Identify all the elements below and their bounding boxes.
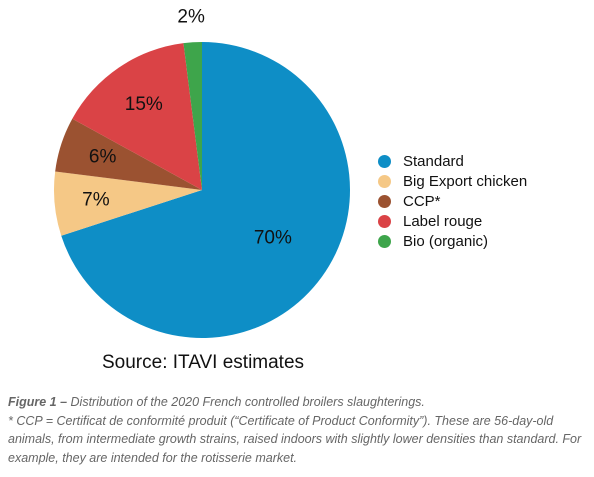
data-label-standard: 70% xyxy=(254,227,292,248)
legend-item: Standard xyxy=(378,151,527,171)
legend-swatch xyxy=(378,214,391,228)
legend-swatch xyxy=(378,234,391,248)
pie-slice-ccp xyxy=(55,118,202,190)
legend-item: Big Export chicken xyxy=(378,171,527,191)
source-note: Source: ITAVI estimates xyxy=(102,352,305,373)
pie-slice-label-rouge xyxy=(72,43,202,190)
legend-swatch xyxy=(378,194,391,208)
data-label-ccp: 6% xyxy=(89,147,117,168)
pie-chart: 70% 7% 6% 15% 2% xyxy=(53,7,350,339)
pie-slices xyxy=(53,42,350,339)
data-label-big-export-chicken: 7% xyxy=(82,190,110,211)
pie-slice-bio-organic xyxy=(183,42,202,190)
legend-label: Big Export chicken xyxy=(403,172,528,190)
legend-item: Bio (organic) xyxy=(378,231,527,251)
pie-data-labels: 70% 7% 6% 15% 2% xyxy=(82,7,292,249)
caption-text: Distribution of the 2020 French controll… xyxy=(67,395,425,409)
data-label-label-rouge: 15% xyxy=(125,94,163,115)
chart-legend: Standard Big Export chicken CCP* Label roug… xyxy=(378,151,527,251)
legend-swatch xyxy=(378,174,391,188)
data-label-bio-organic: 2% xyxy=(177,7,205,28)
caption-title: Figure 1 – Distribution of the 2020 Fren… xyxy=(8,393,588,412)
legend-label: CCP* xyxy=(403,192,441,210)
caption-label: Figure 1 – xyxy=(8,395,68,409)
legend-item: CCP* xyxy=(378,191,527,211)
pie-slice-big-export-chicken xyxy=(53,171,202,236)
legend-swatch xyxy=(378,154,391,168)
legend-label: Standard xyxy=(403,152,464,170)
figure-caption: Figure 1 – Distribution of the 2020 Fren… xyxy=(8,393,588,467)
pie-slice-standard xyxy=(61,42,350,339)
caption-note: * CCP = Certificat de conformité produit… xyxy=(8,413,582,465)
legend-item: Label rouge xyxy=(378,211,527,231)
legend-label: Label rouge xyxy=(403,212,483,230)
legend-label: Bio (organic) xyxy=(403,232,489,250)
